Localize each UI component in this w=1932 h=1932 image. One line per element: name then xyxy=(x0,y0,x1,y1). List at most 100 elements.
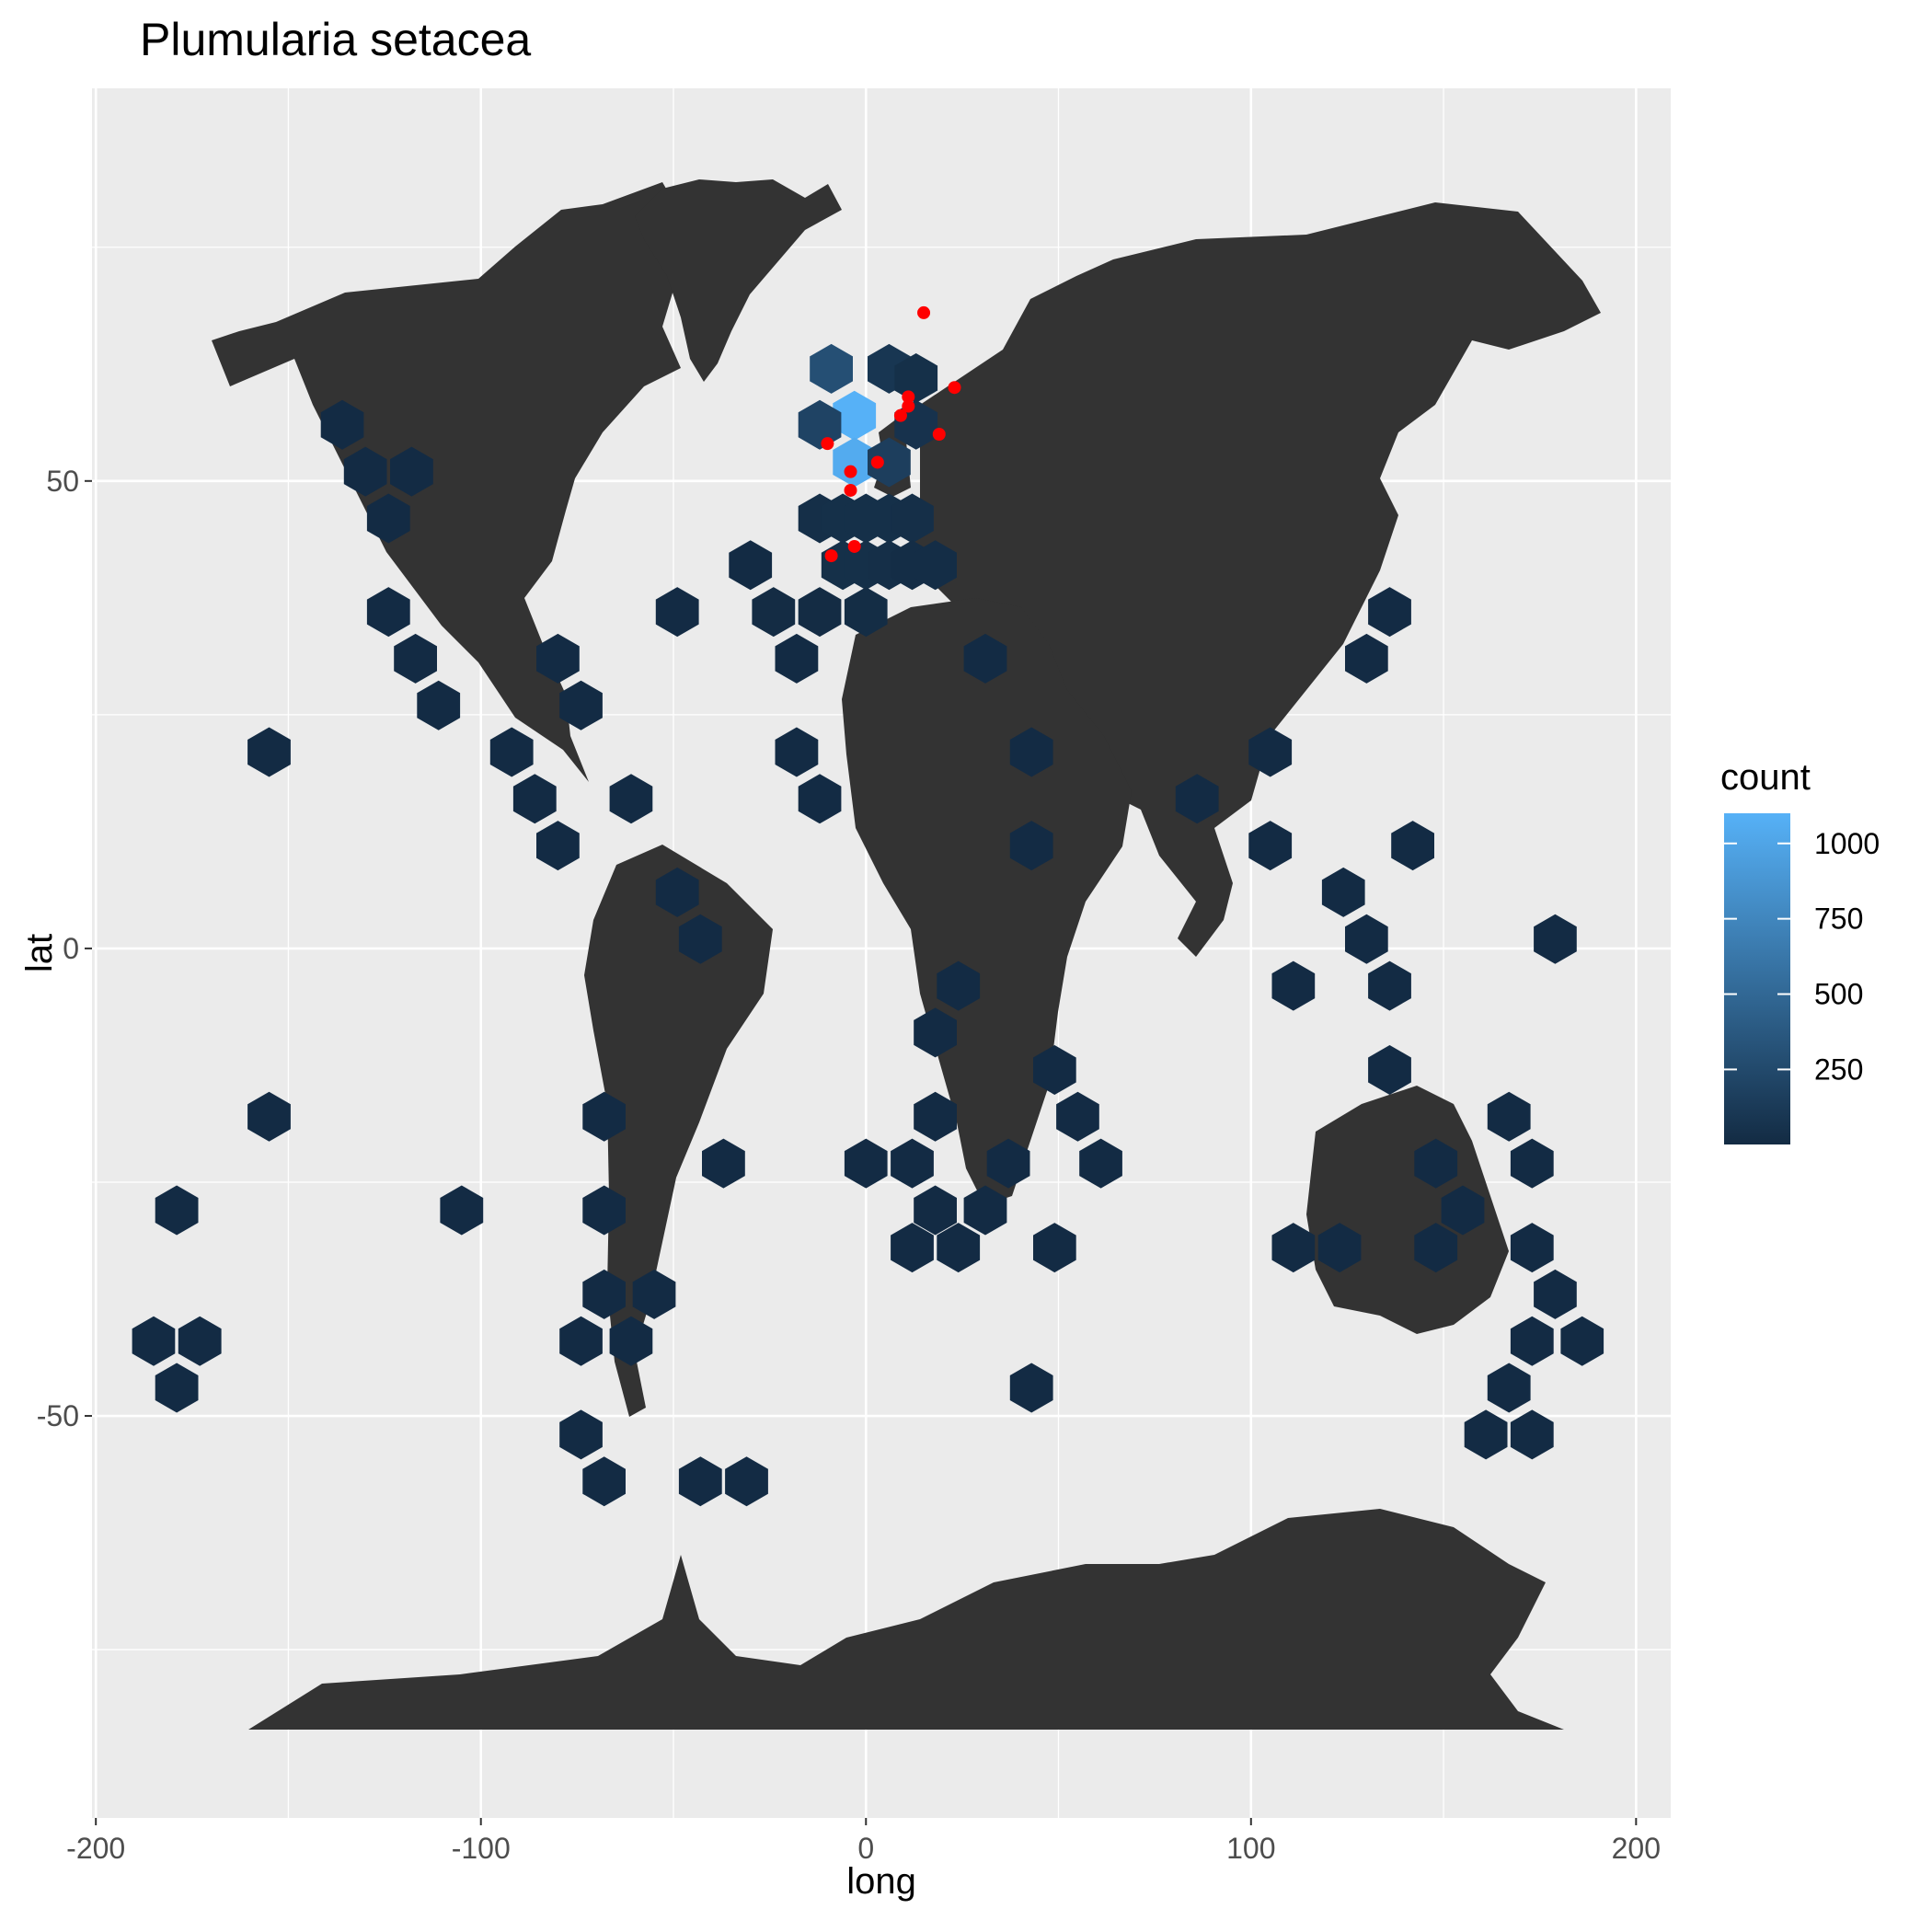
hexbin xyxy=(1560,1316,1604,1366)
hexbin xyxy=(1175,774,1219,824)
hexbin xyxy=(582,1269,626,1319)
hexbin xyxy=(1271,960,1316,1011)
hexbin xyxy=(1487,1091,1531,1142)
hexbin xyxy=(1271,1223,1316,1273)
hexbin xyxy=(1345,914,1388,964)
hexbin xyxy=(320,399,364,450)
hexbin xyxy=(775,727,819,777)
hexbin xyxy=(1009,821,1053,871)
occurrence-point xyxy=(948,381,961,395)
legend-title: count xyxy=(1720,757,1811,798)
hexbin xyxy=(678,1456,722,1507)
x-tick-label: 100 xyxy=(1226,1832,1275,1865)
hexbin xyxy=(891,493,934,544)
australia-land xyxy=(1306,1086,1509,1334)
hexbin xyxy=(1441,1185,1485,1236)
hexbin xyxy=(810,343,853,394)
legend-ticks: 250 500 750 1000 xyxy=(1724,827,1880,1086)
hexbin xyxy=(963,633,1007,684)
hexbin xyxy=(1534,914,1577,964)
hexbin xyxy=(891,1138,934,1189)
hexbin xyxy=(1487,1363,1531,1413)
hexbin xyxy=(1321,867,1365,917)
hexbin xyxy=(655,867,699,917)
hexbin xyxy=(702,1138,745,1189)
hexbin xyxy=(1317,1223,1362,1273)
hexbin xyxy=(582,1456,626,1507)
hexbin xyxy=(417,680,461,730)
y-tick-label: 50 xyxy=(46,465,79,498)
hexbin xyxy=(868,437,911,488)
hexbin xyxy=(914,540,957,591)
hexbin xyxy=(798,399,842,450)
hexbin xyxy=(914,1007,957,1058)
hexbin xyxy=(536,633,580,684)
hexbin xyxy=(155,1363,199,1413)
hexbin xyxy=(729,540,773,591)
hexbin xyxy=(1009,1363,1053,1413)
hexbin xyxy=(844,587,888,638)
hexbin xyxy=(1534,1269,1577,1319)
hexbin xyxy=(937,1223,981,1273)
hexbin xyxy=(1510,1223,1554,1273)
hexbin xyxy=(1056,1091,1099,1142)
hexbin xyxy=(1510,1138,1554,1189)
hexbin xyxy=(833,437,877,488)
south-america-land xyxy=(584,845,773,1417)
hexbin xyxy=(1009,727,1053,777)
north-america-land xyxy=(212,182,690,782)
hexbin xyxy=(833,390,877,441)
hexbin xyxy=(844,1138,888,1189)
hexbin-layer xyxy=(132,343,1604,1507)
hexbin xyxy=(914,1185,957,1236)
africa-land xyxy=(842,598,1132,1205)
hexbin xyxy=(559,1316,603,1366)
hexbin xyxy=(655,587,699,638)
hexbin xyxy=(366,587,410,638)
hexbin xyxy=(1414,1138,1458,1189)
hexbin xyxy=(247,727,291,777)
y-tick-label: -50 xyxy=(37,1399,79,1432)
occurrence-point xyxy=(844,465,857,478)
legend-break-label: 1000 xyxy=(1814,827,1880,860)
hexbin xyxy=(559,1409,603,1460)
x-tick-label: -200 xyxy=(66,1832,125,1865)
legend-break-label: 250 xyxy=(1814,1052,1863,1086)
hexbin xyxy=(752,587,796,638)
x-tick-label: -100 xyxy=(452,1832,511,1865)
hexbin xyxy=(1368,587,1411,638)
hexbin xyxy=(440,1185,484,1236)
hexbin xyxy=(1510,1409,1554,1460)
occurrence-point xyxy=(902,390,915,404)
x-tick-label: 200 xyxy=(1612,1832,1661,1865)
occurrence-point xyxy=(932,428,946,441)
hexbin xyxy=(609,774,653,824)
hexbin xyxy=(132,1316,176,1366)
hexbin xyxy=(582,1091,626,1142)
x-tick-label: 0 xyxy=(857,1832,874,1865)
hexbin xyxy=(914,1091,957,1142)
legend: count 250 500 750 1000 xyxy=(1720,757,1880,1144)
occurrence-point xyxy=(821,437,834,451)
hexbin xyxy=(178,1316,222,1366)
hexbin xyxy=(536,821,580,871)
hexbin xyxy=(1368,1045,1411,1095)
antarctica-land xyxy=(248,1509,1564,1730)
hexbin xyxy=(1033,1045,1076,1095)
hexbin xyxy=(512,774,557,824)
hexbin xyxy=(582,1185,626,1236)
occurrence-point xyxy=(917,305,931,319)
hexbin xyxy=(678,914,722,964)
legend-break-label: 750 xyxy=(1814,903,1863,936)
hexbin xyxy=(366,493,410,544)
y-axis: -50 0 50 xyxy=(37,465,92,1432)
occurrence-point xyxy=(893,408,907,422)
hexbin xyxy=(1079,1138,1122,1189)
legend-colorbar xyxy=(1724,813,1790,1144)
x-axis-title: long xyxy=(846,1861,916,1902)
hexbin xyxy=(1368,960,1411,1011)
hexbin xyxy=(798,774,842,824)
occurrence-point xyxy=(902,399,915,413)
hexbin xyxy=(1464,1409,1508,1460)
hexbin xyxy=(394,633,437,684)
